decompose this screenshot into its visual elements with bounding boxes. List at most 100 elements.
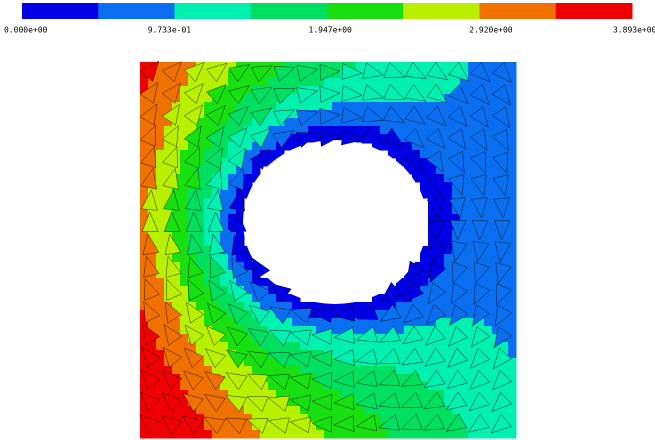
mesh-cell: [332, 126, 341, 135]
mesh-cell: [292, 78, 301, 87]
mesh-cell: [508, 430, 517, 439]
mesh-cell: [180, 150, 189, 159]
mesh-cell: [244, 342, 253, 351]
mesh-cell: [460, 254, 469, 263]
mesh-cell: [396, 318, 405, 327]
mesh-cell: [292, 406, 301, 415]
mesh-cell: [244, 78, 253, 87]
mesh-cell: [428, 78, 437, 87]
mesh-cell: [204, 214, 213, 223]
mesh-cell: [364, 78, 373, 87]
mesh-cell: [460, 430, 469, 439]
mesh-cell: [508, 390, 517, 399]
mesh-cell: [484, 302, 493, 311]
mesh-cell: [508, 382, 517, 391]
mesh-cell: [420, 182, 429, 191]
mesh-cell: [156, 382, 165, 391]
mesh-cell: [396, 430, 405, 439]
mesh-cell: [396, 126, 405, 135]
mesh-cell: [508, 342, 517, 351]
mesh-cell: [180, 118, 189, 127]
mesh-cell: [420, 390, 429, 399]
mesh-cell: [468, 102, 477, 111]
mesh-cell: [228, 78, 237, 87]
mesh-cell: [180, 190, 189, 199]
mesh-cell: [324, 78, 333, 87]
mesh-cell: [308, 118, 317, 127]
mesh-cell: [380, 406, 389, 415]
mesh-cell: [180, 270, 189, 279]
page: 0.000e+009.733e-011.947e+002.920e+003.89…: [0, 0, 655, 440]
mesh-cell: [332, 342, 341, 351]
mesh-cell: [244, 358, 253, 367]
mesh-cell: [180, 246, 189, 255]
mesh-cell: [284, 102, 293, 111]
mesh-cell: [268, 118, 277, 127]
mesh-cell: [508, 142, 517, 151]
mesh-cell: [204, 126, 213, 135]
mesh-cell: [412, 430, 421, 439]
mesh-cell: [428, 430, 437, 439]
mesh-cell: [508, 62, 517, 71]
mesh-cell: [396, 302, 405, 311]
mesh-cell: [156, 110, 165, 119]
mesh-cell: [316, 406, 325, 415]
mesh-cell: [340, 430, 349, 439]
vector-field: [140, 61, 517, 438]
mesh-cell: [140, 190, 149, 199]
mesh-cell: [420, 62, 429, 71]
mesh-cell: [228, 166, 237, 175]
mesh-cell: [372, 78, 381, 87]
mesh-cell: [380, 302, 389, 311]
mesh-cell: [228, 190, 237, 199]
mesh-cell: [444, 326, 453, 335]
mesh-cell: [356, 390, 365, 399]
mesh-cell: [332, 102, 341, 111]
mesh-cell: [292, 342, 301, 351]
mesh-cell: [220, 382, 229, 391]
mesh-cell: [236, 254, 245, 263]
mesh-cell: [332, 382, 341, 391]
mesh-cell: [420, 374, 429, 383]
mesh-cell: [220, 342, 229, 351]
mesh-cell: [396, 390, 405, 399]
mesh-cell: [508, 318, 517, 327]
mesh-cell: [220, 406, 229, 415]
mesh-cell: [268, 406, 277, 415]
mesh-cell: [308, 406, 317, 415]
mesh-cell: [316, 342, 325, 351]
mesh-cell: [444, 262, 453, 271]
mesh-cell: [244, 166, 253, 175]
mesh-cell: [180, 166, 189, 175]
colorbar-segment: [403, 3, 480, 19]
mesh-cell: [268, 366, 277, 375]
mesh-cell: [444, 254, 453, 263]
mesh-cell: [180, 286, 189, 295]
mesh-cell: [140, 166, 149, 175]
mesh-cell: [420, 278, 429, 287]
mesh-cell: [180, 278, 189, 287]
mesh-cell: [468, 166, 477, 175]
mesh-cell: [308, 366, 317, 375]
mesh-cell: [508, 414, 517, 423]
mesh-cell: [284, 78, 293, 87]
mesh-cell: [484, 342, 493, 351]
mesh-cell: [204, 406, 213, 415]
mesh-cell: [284, 342, 293, 351]
mesh-cell: [172, 278, 181, 287]
mesh-cell: [308, 342, 317, 351]
mesh-cell: [508, 366, 517, 375]
mesh-cell: [484, 430, 493, 439]
mesh-cell: [436, 342, 445, 351]
mesh-cell: [316, 366, 325, 375]
mesh-cell: [140, 142, 149, 151]
mesh-cell: [508, 190, 517, 199]
mesh-cell: [356, 406, 365, 415]
mesh-cell: [268, 358, 277, 367]
mesh-cell: [396, 414, 405, 423]
mesh-cell: [324, 102, 333, 111]
mesh-cell: [268, 70, 277, 79]
mesh-cell: [196, 254, 205, 263]
mesh-cell: [332, 366, 341, 375]
mesh-cell: [508, 86, 517, 95]
